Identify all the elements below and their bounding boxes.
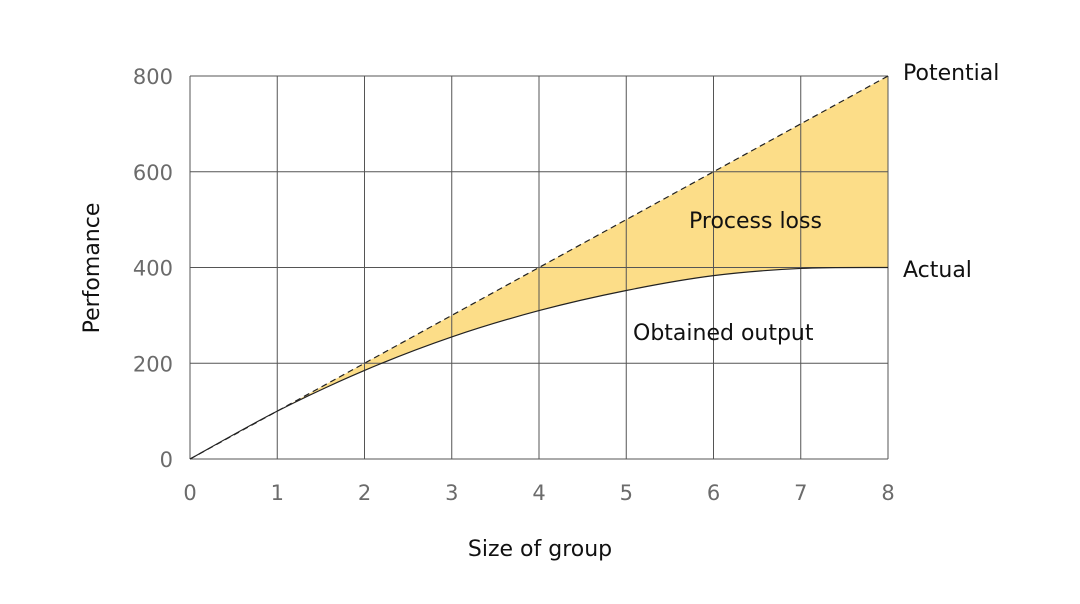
y-axis-ticks: 0 200 400 600 800 [133,65,173,472]
y-tick-label: 800 [133,65,173,89]
x-tick-label: 8 [881,481,894,505]
x-axis-ticks: 0 1 2 3 4 5 6 7 8 [183,481,894,505]
x-tick-label: 7 [794,481,807,505]
y-axis-title: Perfomance [80,203,105,334]
process-loss-label: Process loss [689,209,822,234]
x-tick-label: 0 [183,481,196,505]
x-tick-label: 4 [532,481,545,505]
y-tick-label: 600 [133,161,173,185]
x-tick-label: 6 [707,481,720,505]
x-axis-title: Size of group [468,537,612,562]
actual-label: Actual [903,258,972,283]
y-tick-label: 400 [133,257,173,281]
potential-line [189,75,889,460]
x-tick-label: 1 [271,481,284,505]
actual-line [189,266,889,460]
obtained-output-label: Obtained output [633,321,814,346]
x-tick-label: 2 [358,481,371,505]
x-tick-label: 5 [620,481,633,505]
y-tick-label: 200 [133,352,173,376]
y-tick-label: 0 [160,448,173,472]
potential-label: Potential [903,61,999,86]
grid-lines [189,75,889,460]
x-tick-label: 3 [445,481,458,505]
